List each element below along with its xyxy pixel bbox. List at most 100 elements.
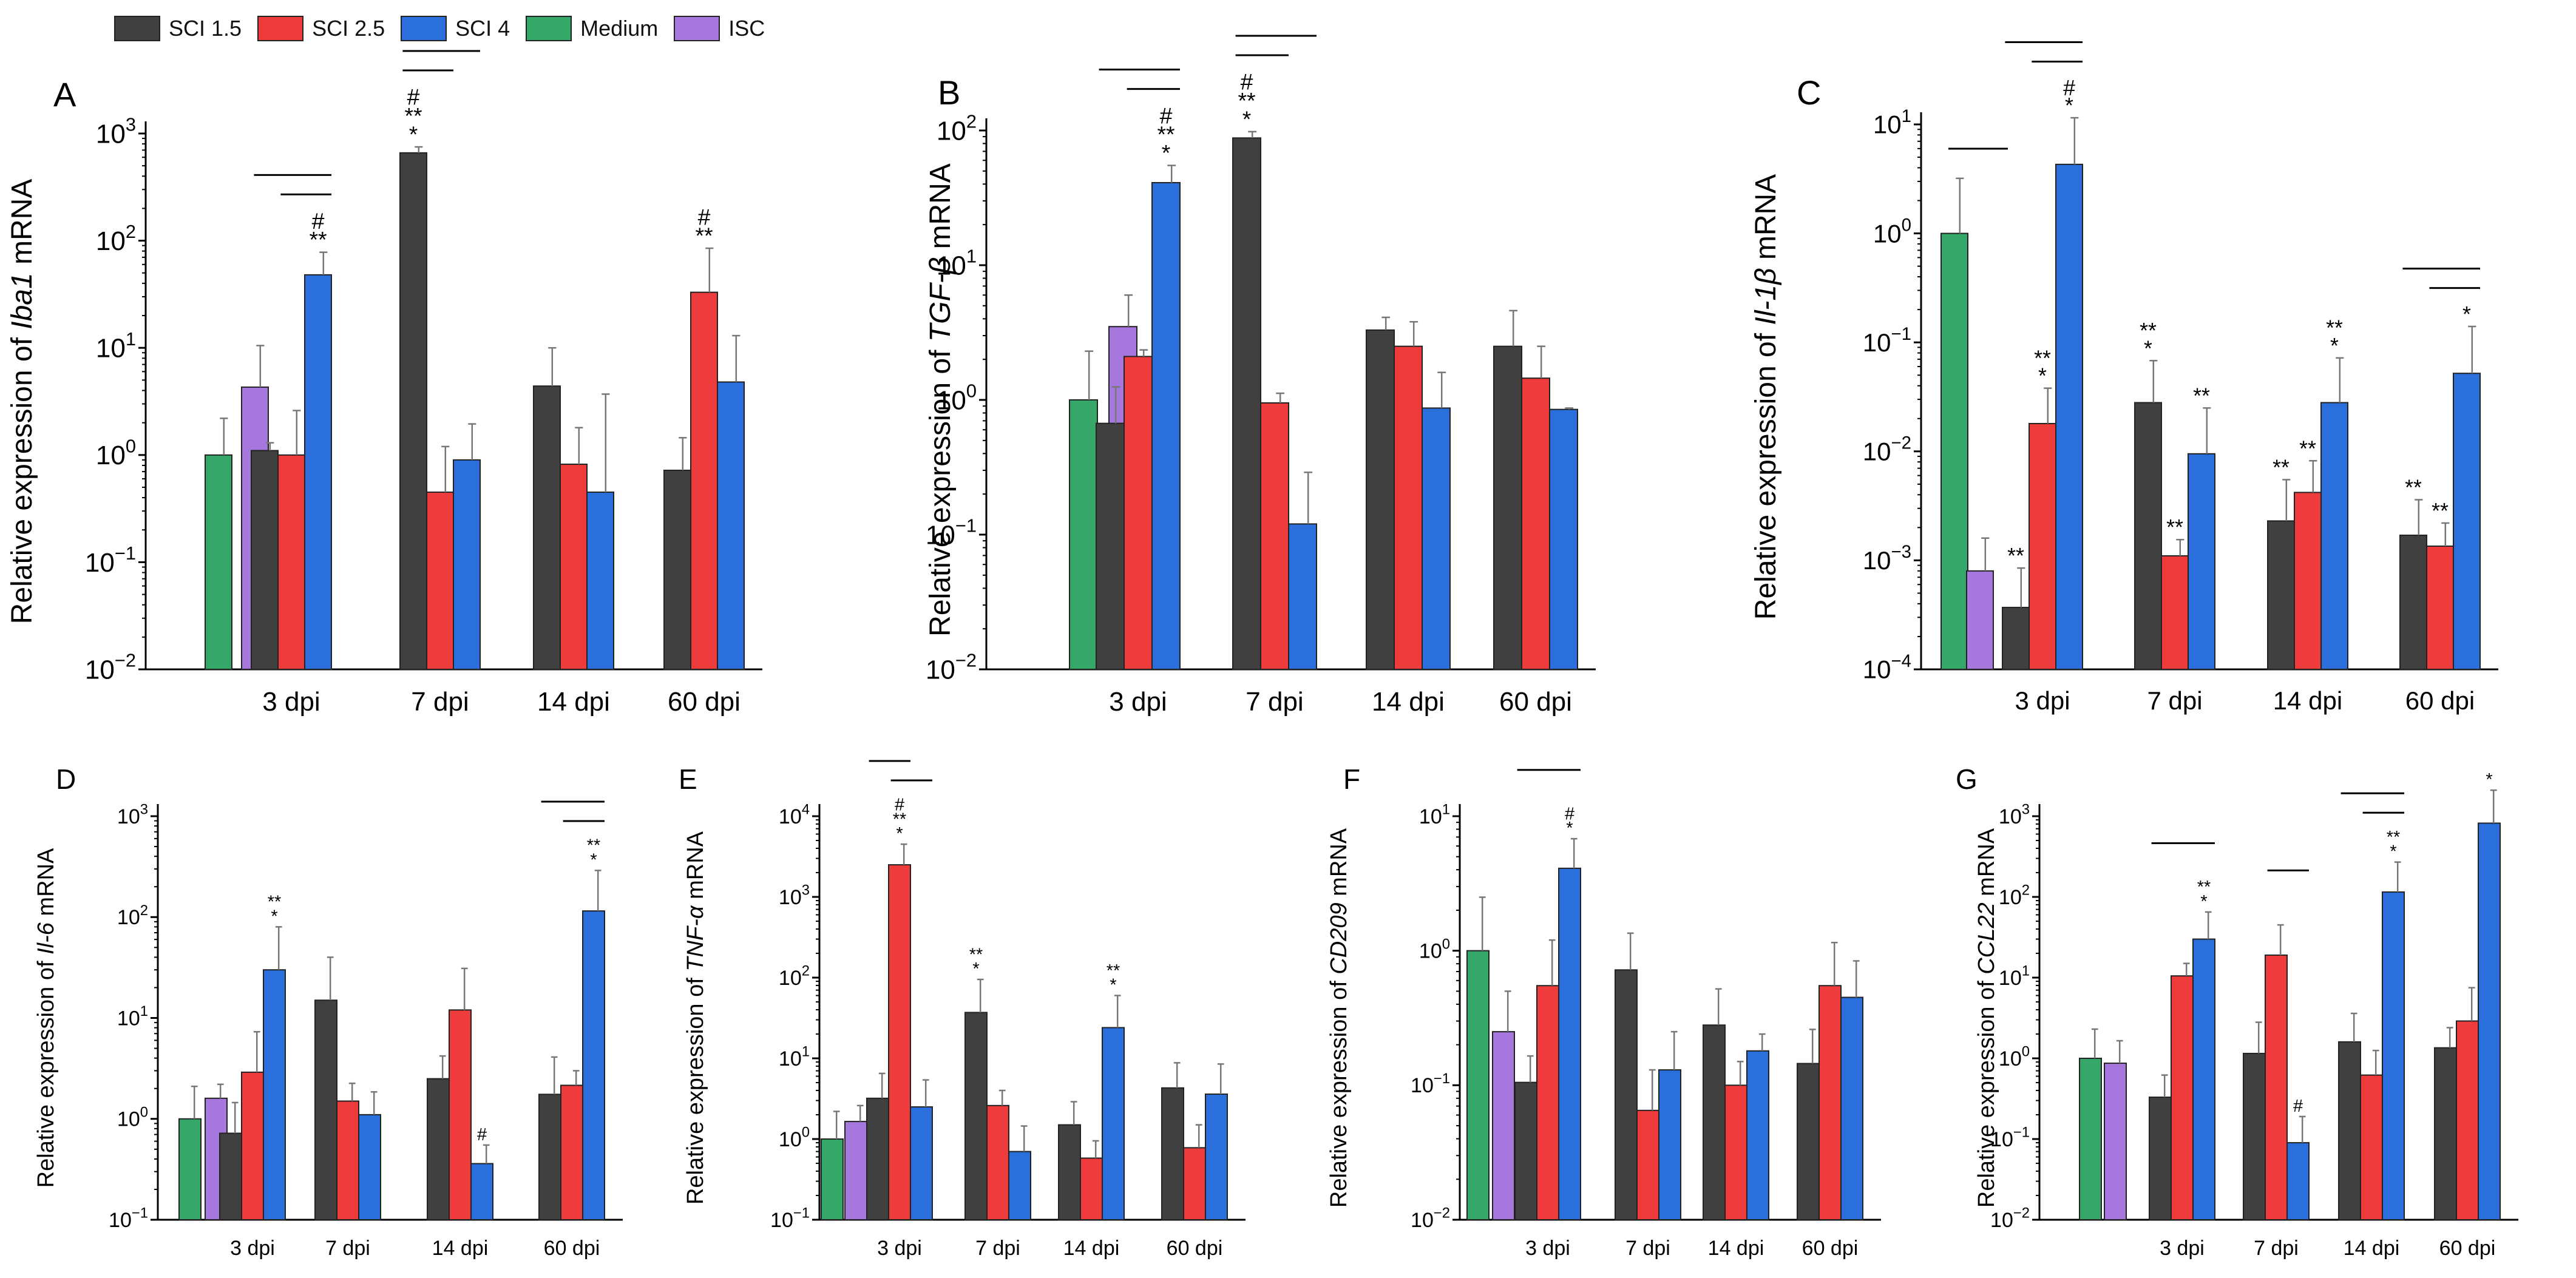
tick-base: 10 xyxy=(779,886,802,909)
significance-marker: ** xyxy=(2405,475,2422,499)
tick-exponent: −1 xyxy=(793,1205,810,1222)
y-tick-label: 101 xyxy=(1873,106,1911,139)
x-category-label: 14 dpi xyxy=(1063,1237,1120,1260)
bar-medium xyxy=(1466,950,1490,1220)
x-category-label: 7 dpi xyxy=(2147,686,2202,715)
y-tick-label: 102 xyxy=(779,963,810,990)
bar-sci-4 xyxy=(358,1114,381,1220)
bar-sci-2-5 xyxy=(2265,954,2288,1220)
y-tick-label: 102 xyxy=(937,111,977,146)
bar-sci-4 xyxy=(1746,1050,1769,1220)
y-label-suffix: mRNA xyxy=(1750,174,1782,268)
bar-sci-1-5 xyxy=(2002,606,2030,671)
y-tick-label: 10−4 xyxy=(1863,651,1911,684)
bar-sci-1-5 xyxy=(1232,137,1261,671)
bar-sci-2-5 xyxy=(1394,345,1423,670)
bar-sci-2-5 xyxy=(426,492,454,670)
tick-exponent: 2 xyxy=(140,902,148,919)
bar-sci-2-5 xyxy=(690,291,718,670)
tick-base: 10 xyxy=(779,1047,802,1070)
y-label-prefix: Relative expression of xyxy=(924,342,957,637)
x-category-label: 14 dpi xyxy=(1372,687,1445,717)
bar-sci-2-5 xyxy=(2360,1074,2383,1221)
tick-base: 10 xyxy=(937,251,966,280)
bar-sci-1-5 xyxy=(2434,1047,2457,1221)
significance-marker: ** xyxy=(309,227,327,252)
tick-exponent: 0 xyxy=(966,380,977,402)
bar-sci-1-5 xyxy=(2399,535,2427,670)
y-tick-label: 100 xyxy=(1999,1044,2030,1070)
bar-sci-2-5 xyxy=(1260,402,1289,670)
legend-swatch xyxy=(114,16,160,41)
legend-label: SCI 4 xyxy=(455,16,510,41)
y-axis-label: Relative expression of Iba1 mRNA xyxy=(6,179,38,624)
panel-letter: E xyxy=(679,763,697,795)
legend-label: SCI 1.5 xyxy=(169,16,242,41)
y-tick-label: 101 xyxy=(1999,963,2030,990)
tick-exponent: −3 xyxy=(1891,542,1911,562)
legend-item-sci-4: SCI 4 xyxy=(401,16,510,41)
tick-exponent: −2 xyxy=(1891,433,1911,453)
bar-sci-4 xyxy=(1151,181,1181,670)
y-tick-label: 100 xyxy=(1419,936,1450,962)
y-label-prefix: Relative expression of xyxy=(6,330,38,624)
significance-marker: # xyxy=(2063,76,2075,100)
tick-exponent: 1 xyxy=(126,328,136,350)
x-category-label: 60 dpi xyxy=(544,1237,600,1260)
bar-sci-2-5 xyxy=(2029,422,2056,670)
tick-exponent: 1 xyxy=(966,246,977,267)
y-label-prefix: Relative expression of xyxy=(1326,975,1352,1208)
x-category-label: 3 dpi xyxy=(2160,1237,2205,1260)
tick-base: 10 xyxy=(1999,805,2022,828)
bar-sci-2-5 xyxy=(2426,545,2454,671)
tick-base: 10 xyxy=(1873,219,1902,248)
y-label-gene: Iba1 xyxy=(6,272,38,329)
significance-marker: # xyxy=(698,204,711,229)
y-axis-label: Relative expression of Il-6 mRNA xyxy=(33,848,59,1188)
significance-marker: ** xyxy=(2326,316,2343,340)
bar-sci-4 xyxy=(2192,938,2215,1220)
legend-swatch xyxy=(257,16,304,41)
tick-base: 10 xyxy=(1999,886,2022,909)
tick-exponent: −1 xyxy=(955,515,977,536)
tick-exponent: −2 xyxy=(955,650,977,671)
panel-letter: D xyxy=(56,763,76,795)
bar-sci-2-5 xyxy=(241,1071,264,1221)
tick-exponent: −2 xyxy=(1434,1205,1450,1222)
significance-marker: # xyxy=(407,84,420,110)
y-tick-label: 100 xyxy=(96,435,136,470)
tick-exponent: −4 xyxy=(1891,651,1911,671)
y-tick-label: 102 xyxy=(96,221,136,256)
tick-exponent: 0 xyxy=(802,1124,810,1141)
tick-base: 10 xyxy=(85,548,115,578)
tick-exponent: −1 xyxy=(115,543,136,564)
bar-sci-1-5 xyxy=(1161,1087,1184,1220)
tick-base: 10 xyxy=(96,441,126,470)
bar-sci-1-5 xyxy=(663,469,691,670)
significance-marker: * xyxy=(2144,336,2152,360)
tick-base: 10 xyxy=(1863,328,1891,357)
tick-exponent: 3 xyxy=(140,802,148,818)
legend-swatch xyxy=(401,16,447,41)
x-category-label: 60 dpi xyxy=(1802,1237,1859,1260)
bar-sci-2-5 xyxy=(1636,1109,1659,1220)
y-tick-label: 10−2 xyxy=(926,650,977,685)
significance-marker: * xyxy=(896,824,903,844)
panel-letter: G xyxy=(1956,763,1978,795)
significance-marker: ** xyxy=(2034,346,2051,370)
bar-sci-1-5 xyxy=(1096,422,1125,670)
bar-sci-4 xyxy=(2286,1142,2310,1220)
x-category-label: 60 dpi xyxy=(2405,686,2475,715)
y-tick-label: 10−2 xyxy=(85,650,136,685)
tick-base: 10 xyxy=(117,1108,140,1131)
panel-letter: F xyxy=(1343,763,1360,795)
y-tick-label: 10−1 xyxy=(926,515,977,550)
bar-sci-1-5 xyxy=(1493,345,1522,670)
significance-marker: ** xyxy=(2299,436,2316,461)
tick-exponent: −2 xyxy=(115,650,136,671)
bar-sci-1-5 xyxy=(533,385,561,670)
bar-sci-2-5 xyxy=(1080,1157,1103,1221)
